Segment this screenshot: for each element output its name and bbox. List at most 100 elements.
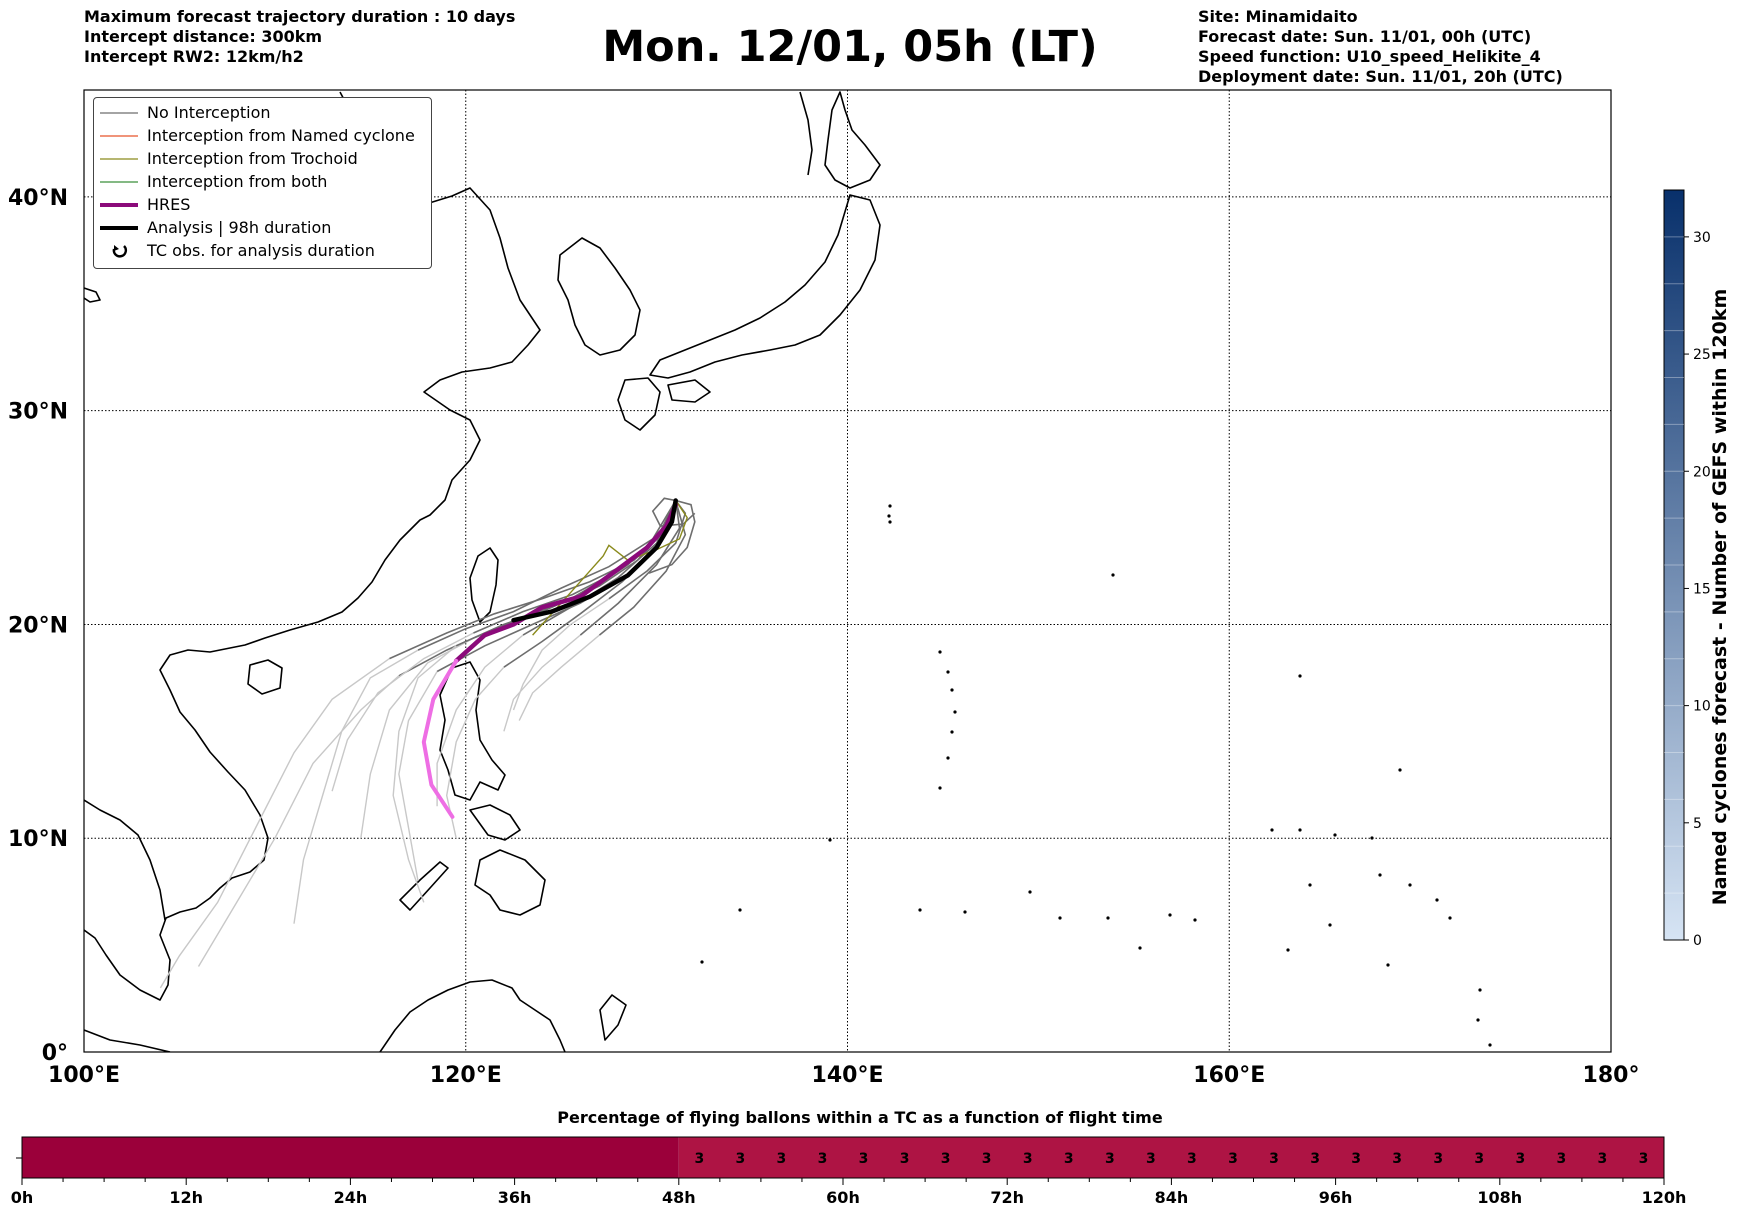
- legend-label: HRES: [147, 195, 191, 214]
- legend-line-icon: [100, 158, 138, 160]
- timeline-cell-value: 3: [941, 1151, 951, 1167]
- header-right-line: Site: Minamidaito: [1198, 7, 1358, 26]
- legend-item-no-interception: No Interception: [94, 102, 429, 124]
- colorbar-tick-label: 15: [1693, 581, 1711, 597]
- timeline-cell-value: 3: [736, 1151, 746, 1167]
- timeline-cell-value: 3: [1146, 1151, 1156, 1167]
- ensemble-trajectory-late: [512, 598, 610, 711]
- timeline-tick-label: 0h: [11, 1188, 34, 1207]
- timeline-tick-label: 24h: [334, 1188, 368, 1207]
- map-frame: [83, 89, 1612, 1053]
- timeline-cell-value: 3: [1105, 1151, 1115, 1167]
- legend-label: Interception from Trochoid: [147, 149, 358, 168]
- timeline-cell-value: 3: [1023, 1151, 1033, 1167]
- legend-item-hres: HRES: [94, 194, 429, 216]
- header-left-line: Maximum forecast trajectory duration : 1…: [84, 7, 516, 26]
- legend-item-named-cyclone: Interception from Named cyclone: [94, 125, 429, 147]
- timeline-cell-value: 3: [1433, 1151, 1443, 1167]
- coastline-korea: [557, 237, 641, 356]
- timeline-cell-value: 3: [818, 1151, 828, 1167]
- timeline-ticks: 0h 12h 24h 36h 48h 60h 72h 84h 96h 108h 120h: [11, 1178, 1686, 1207]
- ensemble-trajectory: [579, 500, 681, 636]
- ensemble-trajectory-late: [331, 632, 474, 792]
- legend-label: TC obs. for analysis duration: [147, 241, 375, 260]
- analysis-trajectory: [511, 498, 678, 623]
- legend-line-icon: [100, 181, 138, 183]
- timeline-tick-label: 96h: [1319, 1188, 1353, 1207]
- coastline-hainan: [247, 659, 283, 695]
- lon-tick-label: 180°: [1583, 1063, 1640, 1088]
- coastline-mindanao: [474, 849, 546, 916]
- legend-line-icon: [100, 226, 138, 230]
- timeline-cell-value: 3: [1269, 1151, 1279, 1167]
- ensemble-trajectory-late: [398, 671, 438, 882]
- colorbar-bands: [1664, 236, 1684, 894]
- ensemble-trajectory-late: [436, 634, 524, 807]
- lon-tick-label: 100°E: [48, 1063, 120, 1088]
- coastline-honshu: [649, 194, 881, 379]
- ensemble-trajectory-late: [197, 675, 400, 967]
- timeline-cell-value: 3: [1228, 1151, 1238, 1167]
- ensemble-trajectory-late: [503, 634, 581, 732]
- lon-tick-label: 120°E: [430, 1063, 502, 1088]
- legend-item-trochoid: Interception from Trochoid: [94, 148, 429, 170]
- lon-tick-labels: 100°E 120°E 140°E 160°E 180°: [48, 1063, 1639, 1088]
- ensemble-trajectory-late: [360, 636, 476, 839]
- coastline-asia-mainland: [84, 91, 541, 1001]
- timeline-tick-label: 60h: [826, 1188, 860, 1207]
- colorbar-tick-label: 0: [1693, 933, 1702, 949]
- coastline-sulawesi: [599, 994, 627, 1041]
- legend-label: Interception from Named cyclone: [147, 126, 415, 145]
- colorbar-tick-label: 25: [1693, 347, 1711, 363]
- lat-tick-label: 30°N: [8, 400, 68, 425]
- timeline-tick-label: 72h: [990, 1188, 1024, 1207]
- trochoid-trajectory: [532, 500, 688, 636]
- header-right-line: Deployment date: Sun. 11/01, 20h (UTC): [1198, 67, 1563, 86]
- timeline-cell-value: 3: [1064, 1151, 1074, 1167]
- timeline-title: Percentage of flying ballons within a TC…: [557, 1108, 1163, 1127]
- legend-label: Interception from both: [147, 172, 328, 191]
- coastline-borneo: [379, 979, 566, 1052]
- timeline-cell-value: 3: [777, 1151, 787, 1167]
- lat-tick-label: 40°N: [8, 186, 68, 211]
- ensemble-trajectory-late: [392, 645, 457, 903]
- gridlines: [84, 90, 1611, 1052]
- colorbar-tick-label: 10: [1693, 699, 1711, 715]
- timeline-tick-label: 84h: [1155, 1188, 1189, 1207]
- timeline-cells: 3 3 3 3 3 3 3 3 3 3 3 3 3 3 3 3 3 3 3 3 3 3 3 3: [694, 1151, 1648, 1167]
- coastline-indochina: [84, 799, 166, 921]
- colorbar-gradient: [1663, 189, 1685, 941]
- hres-trajectory-late: [421, 658, 459, 819]
- colorbar-tick-label: 30: [1693, 230, 1711, 246]
- colorbar-tick-label: 20: [1693, 464, 1711, 480]
- header-right-line: Speed function: U10_speed_Helikite_4: [1198, 47, 1541, 66]
- header-left-info: Maximum forecast trajectory duration : 1…: [84, 7, 515, 67]
- ensemble-trajectory-late: [159, 658, 390, 989]
- lat-tick-label: 0°: [42, 1041, 68, 1066]
- legend-label: No Interception: [147, 103, 271, 122]
- timeline-cell-value: 3: [1187, 1151, 1197, 1167]
- timeline-cell-value: 3: [982, 1151, 992, 1167]
- colorbar-ticks: 0 5 10 15 20 25 30: [1684, 230, 1711, 949]
- legend-item-analysis: Analysis | 98h duration: [94, 217, 429, 239]
- coastline-luzon: [439, 661, 506, 801]
- lat-tick-label: 20°N: [8, 613, 68, 638]
- ensemble-trajectory-late: [518, 634, 600, 721]
- timeline-cell-value: 3: [1639, 1151, 1649, 1167]
- timeline-tick-label: 108h: [1477, 1188, 1522, 1207]
- header-left-line: Intercept distance: 300km: [84, 27, 323, 46]
- header-left-line: Intercept RW2: 12km/h2: [84, 47, 304, 66]
- page-title: Mon. 12/01, 05h (LT): [602, 22, 1098, 72]
- legend-line-icon: [100, 203, 138, 207]
- timeline-cell-value: 3: [1392, 1151, 1402, 1167]
- lat-tick-labels: 0° 10°N 20°N 30°N 40°N: [8, 186, 68, 1066]
- cyclone-symbol-icon: [112, 245, 127, 258]
- timeline-cell-value: 3: [694, 1151, 704, 1167]
- coastline-hokkaido: [824, 91, 881, 189]
- coastline-palawan: [399, 861, 449, 911]
- legend-line-icon: [100, 135, 138, 137]
- timeline-cell-value: 3: [900, 1151, 910, 1167]
- colorbar-tick-label: 5: [1693, 816, 1702, 832]
- coastline-taiwan: [469, 547, 499, 623]
- lon-tick-label: 140°E: [812, 1063, 884, 1088]
